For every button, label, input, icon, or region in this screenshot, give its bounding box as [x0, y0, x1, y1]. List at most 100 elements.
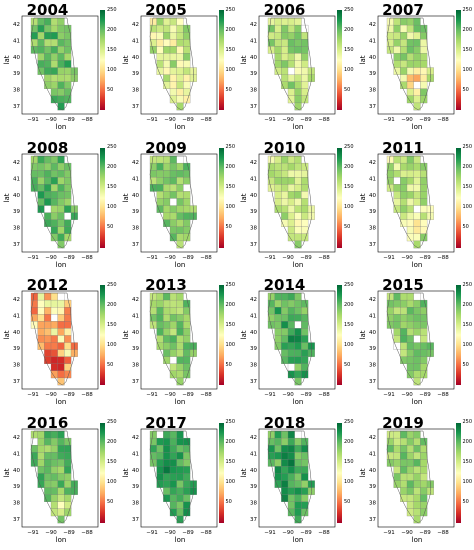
panel-title: 2008 [26, 138, 69, 157]
y-axis-label: lat [359, 193, 367, 202]
county-cell [281, 444, 289, 452]
county-cell [393, 458, 401, 467]
county-cell [162, 486, 170, 495]
county-cell [30, 430, 38, 438]
county-cell [406, 204, 414, 213]
county-cell [274, 299, 282, 308]
county-cell [393, 472, 401, 481]
county-cell [37, 39, 45, 47]
county-cell [406, 430, 414, 438]
county-cell [274, 314, 282, 322]
y-tick-label: 37 [132, 517, 139, 523]
county-cell [294, 46, 302, 54]
state-outline [267, 155, 313, 248]
county-cell [294, 162, 302, 170]
county-cell [393, 321, 401, 329]
county-cell [64, 508, 72, 516]
county-cell [182, 204, 190, 213]
county-cell [301, 162, 309, 170]
county-cell [287, 211, 295, 220]
county-cell [399, 299, 407, 308]
county-cell [50, 479, 58, 488]
y-axis-label: lat [3, 330, 11, 339]
county-cell [399, 444, 407, 452]
county-cell [169, 349, 177, 357]
y-tick-label: 40 [250, 55, 257, 61]
county-cell [301, 183, 309, 192]
county-cell [413, 458, 421, 467]
map-frame [377, 153, 454, 252]
colorbar [337, 422, 342, 523]
county-cell [156, 430, 164, 438]
county-cell [182, 342, 190, 350]
y-tick-label: 42 [250, 22, 257, 28]
county-cell [176, 356, 184, 364]
county-cell [281, 155, 289, 163]
y-tick-label: 38 [13, 88, 20, 94]
county-cell [393, 39, 401, 47]
map-panel-2017: 2017 42 41 40 39 38 37 −91 −90 −89 −88 lon lat 250 200… [119, 413, 237, 550]
state-outline [386, 155, 431, 248]
county-cell [162, 39, 170, 47]
county-cell [294, 183, 302, 192]
county-cell [406, 472, 414, 481]
county-cell [294, 508, 302, 516]
county-cell [57, 17, 65, 26]
county-cell [176, 204, 184, 213]
county-cell [30, 307, 38, 315]
colorbar-tick-label: 100 [344, 341, 354, 348]
county-cell [30, 292, 38, 301]
county-cell [413, 430, 421, 438]
colorbar-tick-label: 50 [107, 361, 114, 368]
county-cell [64, 176, 72, 185]
county-cell [182, 197, 190, 206]
county-cell [406, 321, 414, 329]
y-tick-label: 37 [13, 517, 20, 523]
county-cell [169, 162, 177, 170]
county-cell [156, 46, 164, 54]
county-cell [57, 292, 65, 301]
map-panel-2014: 2014 42 41 40 39 38 37 −91 −90 −89 −88 lon lat 250 200… [237, 275, 355, 412]
county-cell [393, 307, 401, 315]
map-panel-2016: 2016 42 41 40 39 38 37 −91 −90 −89 −88 lon lat 250 200… [0, 413, 118, 550]
county-cell [176, 342, 184, 350]
y-axis-label: lat [3, 468, 11, 477]
map-frame [140, 15, 217, 115]
y-tick-label: 40 [369, 55, 376, 61]
county-cell [162, 479, 170, 488]
county-cell [413, 486, 421, 495]
county-cell [57, 24, 65, 33]
county-cell [274, 46, 282, 54]
county-cell [281, 486, 289, 495]
county-map: 42 41 40 39 38 37 −91 −90 −89 −88 lon lat [122, 428, 217, 544]
county-cell [169, 183, 177, 192]
county-map: 42 41 40 39 38 37 −91 −90 −89 −88 lon lat [240, 15, 336, 131]
county-cell [50, 430, 58, 438]
county-cell [413, 219, 421, 227]
county-cell [57, 74, 65, 82]
county-cell [50, 67, 58, 75]
county-cell [176, 190, 184, 199]
y-tick-label: 37 [250, 517, 257, 523]
county-cell [162, 451, 170, 460]
county-cell [149, 17, 157, 26]
county-cell [37, 465, 45, 474]
county-cell [50, 472, 58, 481]
x-tick-label: −91 [383, 530, 395, 536]
colorbar-tick-label: 100 [344, 204, 354, 210]
county-cell [57, 479, 65, 488]
y-tick-label: 40 [132, 467, 139, 473]
county-cell [162, 53, 170, 61]
county-cell [64, 162, 72, 170]
y-tick-label: 42 [369, 435, 376, 441]
colorbar-tick-label: 100 [344, 66, 354, 73]
county-cell [37, 451, 45, 460]
y-tick-label: 39 [250, 484, 257, 490]
county-cell [44, 458, 52, 467]
county-cell [386, 292, 394, 301]
colorbar-tick-label: 150 [344, 459, 354, 465]
county-cell [406, 486, 414, 495]
county-cell [294, 211, 302, 220]
county-cell [149, 155, 157, 163]
county-cell [57, 219, 65, 227]
